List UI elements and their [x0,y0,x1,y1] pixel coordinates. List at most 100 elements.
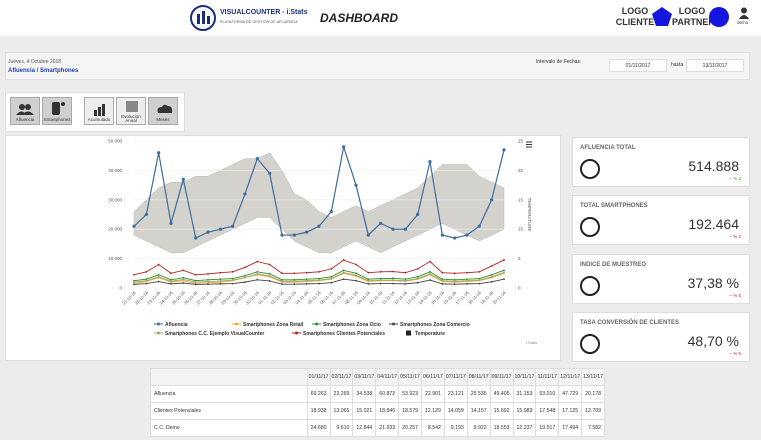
table: 01/11/17 02/11/17 03/11/17 04/11/17 05/11/17… [150,368,605,437]
kpi-icon [580,276,600,296]
y-tick-label: 0 [119,286,122,291]
series-point [503,259,505,261]
series-point [466,271,468,274]
series-point [182,269,185,272]
afluencia-button[interactable]: Afluencia [10,97,40,125]
legend-swatch [406,330,411,336]
y-tick-label: 20.000 [108,227,122,232]
y-tick-label: 50.000 [108,139,122,144]
series-point [490,280,493,283]
breadcrumb: Afluencia / Smartphones [8,68,79,74]
chart-menu[interactable] [526,141,532,148]
y-tick-label: 10.000 [108,256,122,261]
series-point [256,270,259,273]
series-point [490,275,493,278]
series-point [157,273,160,276]
chart: 0 10.000 20.000 30.000 40.000 50.000 0 5 10 15 20 2… [108,139,537,346]
series-point [157,280,160,283]
series-point [170,278,172,281]
series-point [416,275,419,278]
series-point [281,280,283,283]
series-point [453,278,456,281]
table-cell: 15.692 [489,402,514,420]
series-point [145,279,148,282]
table-cell: 53.010 [535,385,560,403]
series-point [478,277,481,280]
page-title: DASHBOARD [320,11,398,25]
smartphones-button[interactable]: Smartphones [42,97,72,125]
evolucion-button[interactable]: Evolución Anual [116,97,146,125]
kpi-card: AFLUENCIA TOTAL 514.888 -- % 2 [572,137,750,187]
acumulado-button[interactable]: Acumulado [84,97,114,125]
series-point [392,277,394,280]
kpi-card: TASA CONVERSIÓN DE CLIENTES 48,70 % -- %… [572,312,750,362]
series-point [416,267,419,270]
table-row: Afluencia 69.263 23.269 34.538 60.872 53.923 2… [150,385,605,403]
date-from[interactable]: 01/11/2017 [609,59,667,72]
kpi-change: -- % 2 [728,234,741,239]
series-point [292,233,296,237]
series-point [145,270,148,273]
series-point [404,278,407,281]
table-cell: 25.535 [466,385,491,403]
series-point [231,282,234,285]
series-point [466,279,468,282]
series-point [428,159,432,164]
series-point [305,271,308,274]
table-cell: 9.922 [466,419,491,437]
series-point [379,282,382,285]
series-point [355,274,357,277]
legend-marker [235,322,238,326]
series-point [354,183,358,187]
date-to[interactable]: 13/11/2017 [686,59,744,72]
series-point [256,278,259,281]
column-header: 09/11/17 [489,368,514,386]
series-point [170,272,172,275]
temperature-band [133,152,505,253]
y2-tick-label: 20 [518,168,524,173]
legend-label: Smartphones Zona Comercio [400,322,470,328]
series-point [465,233,469,237]
legend-label: Smartphones Zona Ocio [323,322,381,328]
series-point [182,278,185,281]
y2-axis-label: TEMPERATURE [527,198,532,232]
y-tick-label: 30.000 [108,197,122,202]
series-point [182,282,185,284]
series-point [416,277,419,280]
series-point [404,279,407,282]
series-point [416,212,420,217]
series-point [194,273,197,276]
user-name[interactable]: demo [737,20,749,25]
y2-tick-label: 5 [518,256,521,261]
table-row: C.C. Demo 24.680 9.610 12.844 21.933 20.257 8.… [150,419,605,437]
table-cell: 18.553 [489,419,514,437]
series-point [317,224,321,228]
series-point [404,282,407,285]
series-point [305,282,308,285]
series-point [293,272,296,275]
tagline: PLATAFORMA DE GESTIÓN DE AFLUENCIA [220,20,298,24]
client-logo-shape [652,7,672,26]
series-point [403,227,407,231]
legend-label: Afluencia [165,322,188,328]
series-point [429,260,431,263]
series-point [503,278,505,281]
series-point [194,236,198,240]
series-point [305,230,309,234]
table-cell: 47.729 [558,385,583,403]
series-point [133,273,135,276]
partner-logo-shape [709,7,729,27]
series-point [342,271,345,274]
series-point [429,279,431,281]
table-cell: 21.933 [375,419,400,437]
user-icon[interactable] [738,7,750,19]
series-point [429,270,431,273]
series-point [342,259,345,261]
range-label: Intervalo de Fechas: [536,59,582,65]
meses-button[interactable]: Meses [148,97,178,125]
table-cell: 20.178 [581,385,605,403]
series-point [440,233,444,237]
series-point [441,279,444,282]
column-header: 07/11/17 [443,368,468,386]
kpi-title: AFLUENCIA TOTAL [580,145,636,151]
